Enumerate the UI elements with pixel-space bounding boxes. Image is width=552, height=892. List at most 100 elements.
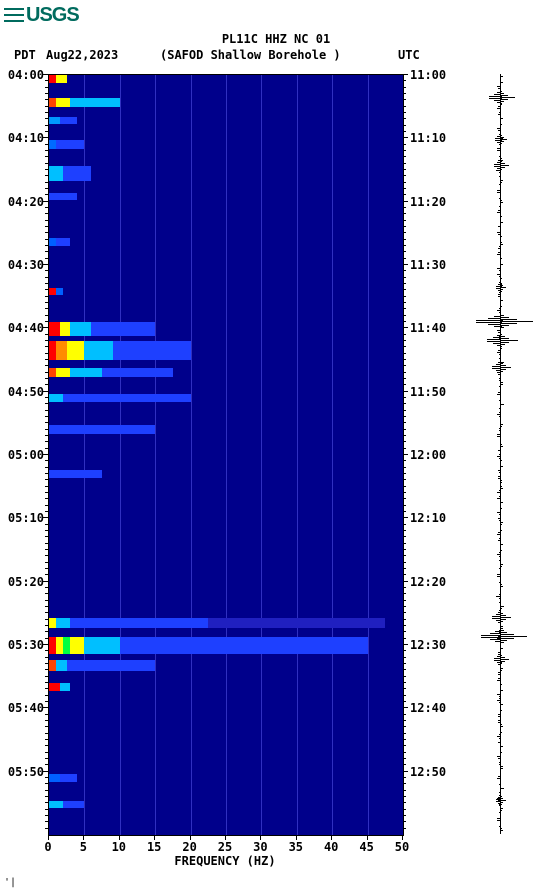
waveform-noise (498, 392, 500, 393)
waveform-noise (498, 672, 500, 673)
waveform-spike (500, 338, 509, 339)
waveform-noise (498, 742, 500, 743)
waveform-noise (500, 682, 501, 683)
waveform-spike (500, 340, 518, 341)
tick-minor (45, 289, 48, 290)
waveform-noise (499, 428, 500, 429)
waveform-spike (500, 634, 514, 635)
waveform-noise (500, 788, 504, 789)
waveform-noise (500, 668, 503, 669)
waveform-noise (500, 382, 503, 383)
waveform-spike (500, 365, 506, 366)
waveform-noise (500, 238, 501, 239)
waveform-noise (497, 694, 500, 695)
waveform-spike (500, 93, 504, 94)
waveform-noise (500, 154, 501, 155)
waveform-noise (500, 592, 501, 593)
tick-minor (45, 188, 48, 189)
ytick-left: 04:10 (4, 131, 44, 145)
ytick-right: 11:50 (410, 385, 450, 399)
tick-minor (45, 112, 48, 113)
tick-minor (403, 574, 406, 575)
waveform-spike (500, 623, 501, 624)
ytick-right: 12:00 (410, 448, 450, 462)
waveform-spike (500, 640, 507, 641)
title-line1: PL11C HHZ NC 01 (0, 32, 552, 46)
tick-minor (45, 448, 48, 449)
gridline-v (261, 75, 262, 835)
waveform-noise (500, 180, 503, 181)
tick-minor (403, 720, 406, 721)
waveform-noise (500, 712, 501, 713)
waveform-noise (500, 814, 501, 815)
waveform-spike (489, 98, 500, 99)
waveform-noise (500, 104, 502, 105)
tick-minor (45, 441, 48, 442)
waveform-noise (500, 474, 501, 475)
tz-right-label: UTC (398, 48, 420, 62)
tick-mark (403, 644, 408, 645)
waveform-noise (500, 536, 501, 537)
waveform-noise (500, 768, 503, 769)
tick-minor (403, 511, 406, 512)
waveform-noise (500, 824, 501, 825)
tick-minor (45, 631, 48, 632)
waveform-noise (499, 552, 500, 553)
tick-minor (403, 555, 406, 556)
waveform-noise (500, 600, 501, 601)
waveform-spike (500, 334, 502, 335)
tick-minor (45, 524, 48, 525)
waveform-noise (500, 440, 501, 441)
waveform-noise (497, 108, 500, 109)
waveform-noise (500, 684, 502, 685)
tick-minor (45, 226, 48, 227)
ytick-left: 04:00 (4, 68, 44, 82)
tick-minor (403, 796, 406, 797)
tick-minor (45, 397, 48, 398)
waveform-noise (498, 296, 500, 297)
waveform-spike (492, 366, 500, 367)
tick-minor (45, 321, 48, 322)
waveform-noise (500, 80, 501, 81)
tick-minor (403, 315, 406, 316)
waveform-noise (500, 262, 501, 263)
waveform-spike (500, 165, 509, 166)
tick-minor (403, 93, 406, 94)
tick-minor (45, 346, 48, 347)
waveform-noise (500, 420, 501, 421)
tick-mark (43, 581, 48, 582)
waveform-noise (500, 752, 502, 753)
tick-mark (43, 264, 48, 265)
tick-minor (403, 106, 406, 107)
gridline-v (226, 75, 227, 835)
waveform-noise (500, 690, 503, 691)
tick-minor (45, 625, 48, 626)
waveform-spike (500, 632, 507, 633)
waveform-noise (497, 330, 500, 331)
tick-minor (45, 479, 48, 480)
logo-text: USGS (26, 4, 79, 26)
tick-minor (45, 302, 48, 303)
tick-minor (45, 131, 48, 132)
tick-minor (403, 505, 406, 506)
waveform-noise (500, 648, 503, 649)
tick-minor (403, 270, 406, 271)
waveform-noise (497, 192, 500, 193)
xtick: 50 (392, 840, 412, 854)
waveform-noise (500, 328, 501, 329)
waveform-spike (500, 346, 502, 347)
waveform-spike (500, 663, 502, 664)
tick-minor (403, 131, 406, 132)
waveform-noise (500, 486, 502, 487)
spectrogram-plot (48, 74, 404, 836)
tick-minor (45, 144, 48, 145)
waveform-noise (499, 602, 500, 603)
waveform-noise (499, 270, 500, 271)
waveform-noise (499, 176, 500, 177)
waveform-spike (500, 798, 503, 799)
waveform-noise (500, 782, 501, 783)
tick-minor (45, 87, 48, 88)
waveform-noise (500, 118, 503, 119)
waveform-noise (497, 274, 500, 275)
tick-minor (45, 568, 48, 569)
